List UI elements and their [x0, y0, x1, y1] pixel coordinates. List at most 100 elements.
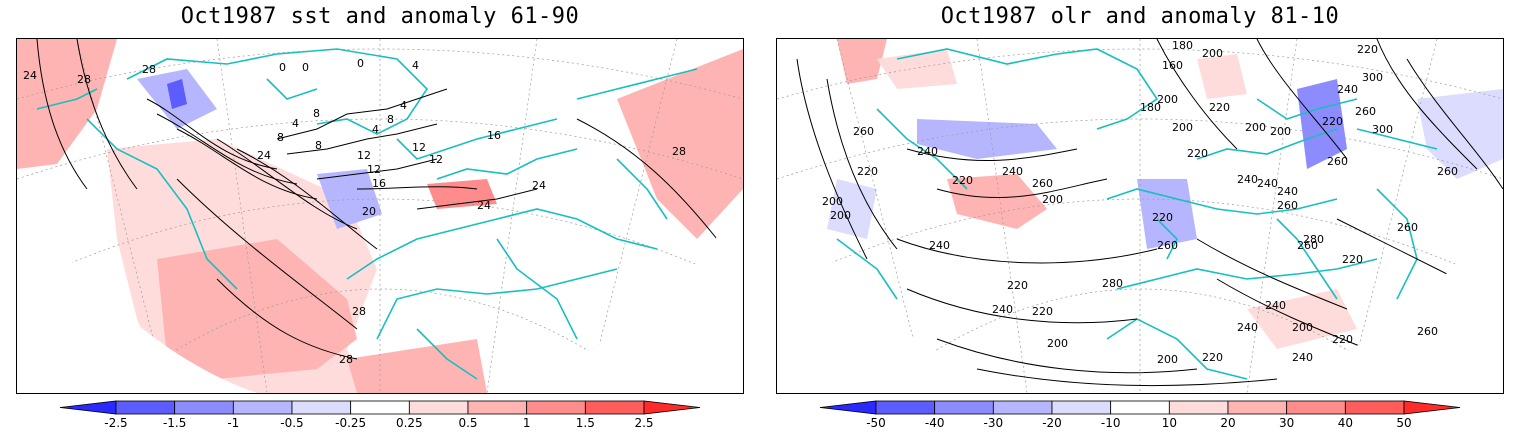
sst-colorbar-segment	[467, 400, 528, 415]
sst-anomaly-map: 24 28 28 0 0 0 4 4 8 8 4 4 8 8 12 12 12 12 16 16 20 24 24 24 28 2…	[16, 38, 744, 394]
olr-contour-label: 240	[1237, 173, 1258, 186]
sst-colorbar-segment	[291, 400, 352, 415]
sst-contour-label: 28	[77, 73, 91, 86]
olr-contour-label: 280	[1303, 233, 1324, 246]
olr-contour-label: 260	[1032, 177, 1053, 190]
olr-colorbar-segment	[875, 400, 936, 415]
olr-contour-label: 200	[1292, 321, 1313, 334]
olr-negative-anomaly-far-west	[827, 179, 877, 239]
olr-contour-label: 260	[1355, 105, 1376, 118]
olr-colorbar-tick-label: 50	[1396, 416, 1411, 430]
sst-contour-label: 8	[387, 113, 394, 126]
olr-contour-label: 280	[1102, 277, 1123, 290]
olr-contour-label: 220	[1187, 147, 1208, 160]
sst-colorbar-low-extend	[59, 400, 117, 415]
olr-contour-label: 300	[1362, 71, 1383, 84]
olr-contour-label: 240	[1337, 83, 1358, 96]
olr-colorbar-segment	[1344, 400, 1405, 415]
sst-contour-label: 28	[142, 63, 156, 76]
sst-contour-label: 28	[672, 145, 686, 158]
olr-contour-label: 220	[1007, 279, 1028, 292]
sst-colorbar-tick-label: -2.5	[104, 416, 127, 430]
olr-contour-label: 240	[1257, 177, 1278, 190]
sst-contour-label: 24	[257, 149, 271, 162]
sst-colorbar-segment	[408, 400, 469, 415]
sst-cold-anomaly-core	[167, 79, 187, 109]
sst-colorbar-tick-label: 0.25	[396, 416, 423, 430]
sst-contour-label: 0	[357, 57, 364, 70]
sst-colorbar-tick-label: -0.25	[335, 416, 366, 430]
olr-coastlines	[836, 48, 1438, 380]
olr-contour-label: 260	[1397, 221, 1418, 234]
sst-colorbar-segment	[526, 400, 586, 415]
olr-colorbar-segment	[1110, 400, 1170, 415]
olr-contour-label: 300	[1372, 123, 1393, 136]
olr-contour-label: 240	[1277, 185, 1298, 198]
sst-colorbar-svg: -2.5 -1.5 -1 -0.5 -0.25 0.25 0.5 1 1.5 2.5	[59, 400, 701, 430]
olr-contour-label: 260	[1297, 239, 1318, 252]
olr-colorbar-segment	[1286, 400, 1346, 415]
olr-colorbar-segment	[1227, 400, 1288, 415]
olr-colorbar-svg: -50 -40 -30 -20 -10 10 20 30 40 50	[819, 400, 1461, 430]
olr-colorbar-low-extend	[819, 400, 877, 415]
olr-colorbar-tick-label: -10	[1101, 416, 1121, 430]
olr-contour-label: 240	[1265, 299, 1286, 312]
olr-colorbar: -50 -40 -30 -20 -10 10 20 30 40 50	[819, 398, 1461, 432]
sst-panel-title: Oct1987 sst and anomaly 61-90	[180, 4, 580, 29]
olr-colorbar-segment	[1168, 400, 1229, 415]
olr-contour-label: 180	[1172, 39, 1193, 52]
sst-warm-anomaly-south	[347, 339, 487, 393]
olr-negative-anomaly-east	[1417, 89, 1503, 179]
olr-contour-label: 260	[853, 125, 874, 138]
olr-contour-label: 200	[830, 209, 851, 222]
sst-contour-label: 20	[362, 205, 376, 218]
sst-contour-label: 0	[302, 61, 309, 74]
sst-contour-label: 16	[487, 129, 501, 142]
olr-colorbar-segment	[992, 400, 1053, 415]
olr-contour-label: 260	[1437, 165, 1458, 178]
olr-colorbar-tick-label: -20	[1042, 416, 1062, 430]
olr-contour-label: 220	[1332, 333, 1353, 346]
sst-contour-label: 12	[429, 153, 443, 166]
sst-contour-label: 12	[367, 163, 381, 176]
olr-anomaly-map: 180 200 160 180 200 200 220 220 200 200 300 220 220 2…	[776, 38, 1504, 394]
olr-contour-label: 220	[952, 174, 973, 187]
sst-contour-label: 24	[477, 199, 491, 212]
olr-contour-label: 260	[1277, 199, 1298, 212]
olr-contour-label: 200	[1047, 337, 1068, 350]
olr-negative-anomaly-west	[917, 119, 1057, 159]
sst-colorbar-segment	[232, 400, 293, 415]
olr-negative-anomaly-africa	[1137, 179, 1197, 249]
olr-positive-anomaly-northwest	[837, 39, 887, 84]
sst-contour-label: 8	[313, 107, 320, 120]
olr-contour-label: 200	[1172, 121, 1193, 134]
olr-contour-label: 220	[1342, 253, 1363, 266]
olr-panel-title: Oct1987 olr and anomaly 81-10	[940, 4, 1340, 29]
olr-positive-anomaly-siberia	[1197, 54, 1247, 99]
olr-contour-label: 180	[1140, 101, 1161, 114]
sst-colorbar-tick-label: 0.5	[458, 416, 477, 430]
olr-contour-label: 200	[1157, 93, 1178, 106]
sst-colorbar-segment	[115, 400, 176, 415]
olr-colorbar-tick-label: -30	[984, 416, 1004, 430]
olr-contour-label: 240	[917, 145, 938, 158]
olr-contour-label: 200	[1270, 125, 1291, 138]
olr-colorbar-high-extend	[1403, 400, 1461, 415]
sst-contour-label: 4	[400, 99, 407, 112]
olr-contour-label: 240	[929, 239, 950, 252]
olr-contour-label: 160	[1162, 59, 1183, 72]
olr-contour-label: 220	[1152, 211, 1173, 224]
olr-contour-label: 240	[1237, 321, 1258, 334]
olr-contour-label: 260	[1417, 325, 1438, 338]
sst-contour-label: 16	[372, 177, 386, 190]
olr-contour-label: 220	[857, 165, 878, 178]
olr-contours	[796, 39, 1503, 387]
sst-contour-label: 8	[277, 131, 284, 144]
olr-contour-label: 200	[1157, 353, 1178, 366]
sst-colorbar: -2.5 -1.5 -1 -0.5 -0.25 0.25 0.5 1 1.5 2.5	[59, 398, 701, 432]
sst-warm-anomaly-northwest	[17, 39, 117, 169]
sst-contour-label: 28	[339, 353, 353, 366]
sst-contours	[36, 39, 718, 360]
olr-contour-label: 240	[1292, 351, 1313, 364]
